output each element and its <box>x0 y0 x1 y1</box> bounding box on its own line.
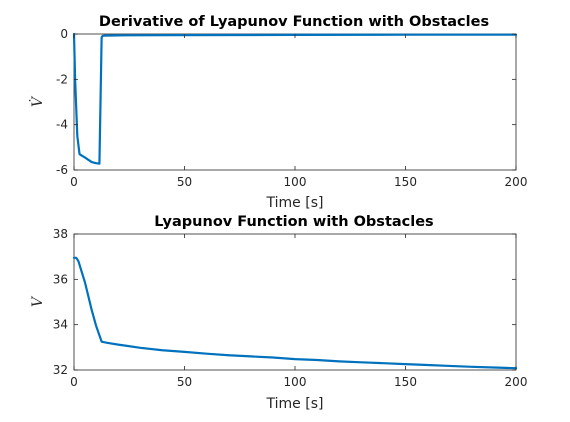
lyapunov-x-tick-label: 0 <box>70 375 78 389</box>
derivative-chart-title: Derivative of Lyapunov Function with Obs… <box>99 14 489 30</box>
derivative-x-tick-label: 150 <box>394 175 417 189</box>
lyapunov-x-tick-label: 50 <box>177 375 192 389</box>
lyapunov-y-tick-label: 34 <box>53 318 68 332</box>
derivative-subplot: Derivative of Lyapunov Function with Obs… <box>28 14 527 211</box>
lyapunov-x-tick-label: 200 <box>505 375 528 389</box>
lyapunov-x-axis-label: Time [s] <box>266 396 324 412</box>
derivative-x-tick-label: 50 <box>177 175 192 189</box>
derivative-y-tick-label: -2 <box>56 72 68 86</box>
derivative-x-tick-label: 100 <box>284 175 307 189</box>
lyapunov-ticks: 0 50 100 150 200 32 34 36 38 <box>53 227 528 389</box>
lyapunov-x-tick-label: 100 <box>284 375 307 389</box>
derivative-y-tick-label: -4 <box>56 118 68 132</box>
derivative-ticks: 0 50 100 150 200 0 -2 -4 -6 <box>56 27 527 189</box>
derivative-x-tick-label: 0 <box>70 175 78 189</box>
lyapunov-x-tick-label: 150 <box>394 375 417 389</box>
lyapunov-y-tick-label: 38 <box>53 227 68 241</box>
lyapunov-y-tick-label: 32 <box>53 363 68 377</box>
lyapunov-y-axis-label: V <box>30 295 46 307</box>
derivative-x-axis-label: Time [s] <box>266 195 324 211</box>
derivative-y-tick-label: -6 <box>56 163 68 177</box>
lyapunov-subplot: Lyapunov Function with Obstacles 0 50 100 1… <box>30 214 527 412</box>
lyapunov-y-tick-label: 36 <box>53 272 68 286</box>
derivative-y-axis-label: V̇ <box>28 95 46 107</box>
derivative-y-tick-label: 0 <box>60 27 68 41</box>
lyapunov-series-line <box>72 256 518 370</box>
derivative-x-tick-label: 200 <box>505 175 528 189</box>
derivative-series-line <box>72 32 518 165</box>
lyapunov-chart-title: Lyapunov Function with Obstacles <box>154 214 433 230</box>
